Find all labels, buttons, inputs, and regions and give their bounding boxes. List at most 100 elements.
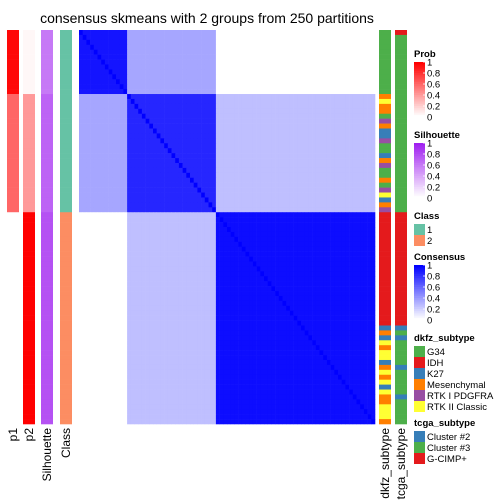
consensus-cell <box>319 217 324 223</box>
consensus-cell <box>312 231 317 238</box>
consensus-cell <box>153 310 157 316</box>
consensus-cell <box>186 103 191 110</box>
consensus-cell <box>264 256 268 262</box>
class-cell <box>60 295 72 302</box>
consensus-cell <box>338 133 342 139</box>
consensus-cell <box>153 281 157 287</box>
consensus-cell <box>197 118 202 124</box>
consensus-cell <box>352 236 357 243</box>
consensus-cell <box>286 39 291 46</box>
consensus-cell <box>193 94 198 100</box>
consensus-cell <box>130 128 135 134</box>
consensus-cell <box>312 276 317 282</box>
consensus-cell <box>201 74 206 80</box>
consensus-cell <box>252 54 257 60</box>
consensus-cell <box>234 177 239 183</box>
consensus-cell <box>212 212 217 218</box>
consensus-cell <box>145 118 150 124</box>
consensus-cell <box>356 153 361 159</box>
consensus-cell <box>145 138 150 144</box>
consensus-cell <box>182 231 187 238</box>
consensus-cell <box>101 89 106 95</box>
consensus-cell <box>371 74 376 80</box>
p2-cell <box>23 187 35 193</box>
consensus-cell <box>297 241 302 247</box>
consensus-cell <box>345 182 350 188</box>
consensus-cell <box>193 108 198 115</box>
consensus-cell <box>356 241 361 247</box>
consensus-cell <box>234 158 239 164</box>
consensus-cell <box>123 202 128 208</box>
consensus-cell <box>323 295 328 302</box>
consensus-cell <box>171 192 176 198</box>
consensus-cell <box>134 172 139 179</box>
consensus-cell <box>119 103 124 110</box>
consensus-cell <box>186 300 191 307</box>
consensus-cell <box>97 153 102 159</box>
consensus-cell <box>197 241 202 247</box>
consensus-cell <box>371 276 376 282</box>
consensus-cell <box>182 192 187 198</box>
consensus-cell <box>371 251 376 257</box>
consensus-cell <box>116 266 120 272</box>
consensus-cell <box>227 207 231 213</box>
consensus-cell <box>238 59 243 65</box>
consensus-cell <box>245 133 250 139</box>
consensus-cell <box>104 241 109 247</box>
consensus-cell <box>160 64 165 70</box>
consensus-cell <box>86 128 91 134</box>
consensus-cell <box>289 113 294 119</box>
consensus-cell <box>175 94 180 100</box>
consensus-cell <box>108 197 113 203</box>
consensus-cell <box>267 158 272 164</box>
consensus-cell <box>204 59 209 65</box>
consensus-cell <box>267 98 272 105</box>
consensus-cell <box>82 44 87 50</box>
consensus-cell <box>201 236 206 243</box>
consensus-cell <box>119 231 124 238</box>
consensus-cell <box>193 123 198 129</box>
consensus-cell <box>93 281 98 287</box>
consensus-cell <box>241 291 246 297</box>
consensus-cell <box>319 256 324 262</box>
consensus-cell <box>330 74 335 80</box>
consensus-cell <box>112 49 117 55</box>
consensus-cell <box>338 39 342 46</box>
consensus-cell <box>112 207 117 213</box>
consensus-cell <box>326 143 331 149</box>
consensus-cell <box>249 271 254 277</box>
consensus-cell <box>267 162 272 169</box>
consensus-cell <box>264 192 268 198</box>
consensus-cell <box>97 177 102 183</box>
consensus-cell <box>326 162 331 169</box>
consensus-cell <box>249 197 254 203</box>
consensus-cell <box>116 118 120 124</box>
consensus-cell <box>149 182 154 188</box>
consensus-cell <box>201 266 206 272</box>
consensus-cell <box>127 276 132 282</box>
consensus-cell <box>308 207 313 213</box>
consensus-cell <box>123 133 128 139</box>
consensus-cell <box>82 69 87 75</box>
consensus-cell <box>171 281 176 287</box>
consensus-cell <box>349 69 354 75</box>
consensus-cell <box>304 295 309 302</box>
consensus-cell <box>371 266 376 272</box>
consensus-cell <box>160 74 165 80</box>
consensus-cell <box>345 64 350 70</box>
consensus-cell <box>138 89 143 95</box>
consensus-cell <box>156 182 161 188</box>
consensus-cell <box>360 212 365 218</box>
consensus-cell <box>315 153 320 159</box>
consensus-cell <box>134 113 139 119</box>
consensus-cell <box>182 251 187 257</box>
consensus-cell <box>264 113 268 119</box>
consensus-cell <box>108 256 113 262</box>
consensus-cell <box>130 108 135 115</box>
consensus-cell <box>282 212 287 218</box>
consensus-cell <box>319 222 324 228</box>
consensus-cell <box>223 271 228 277</box>
consensus-cell <box>238 261 243 267</box>
consensus-cell <box>104 222 109 228</box>
consensus-cell <box>116 286 120 292</box>
